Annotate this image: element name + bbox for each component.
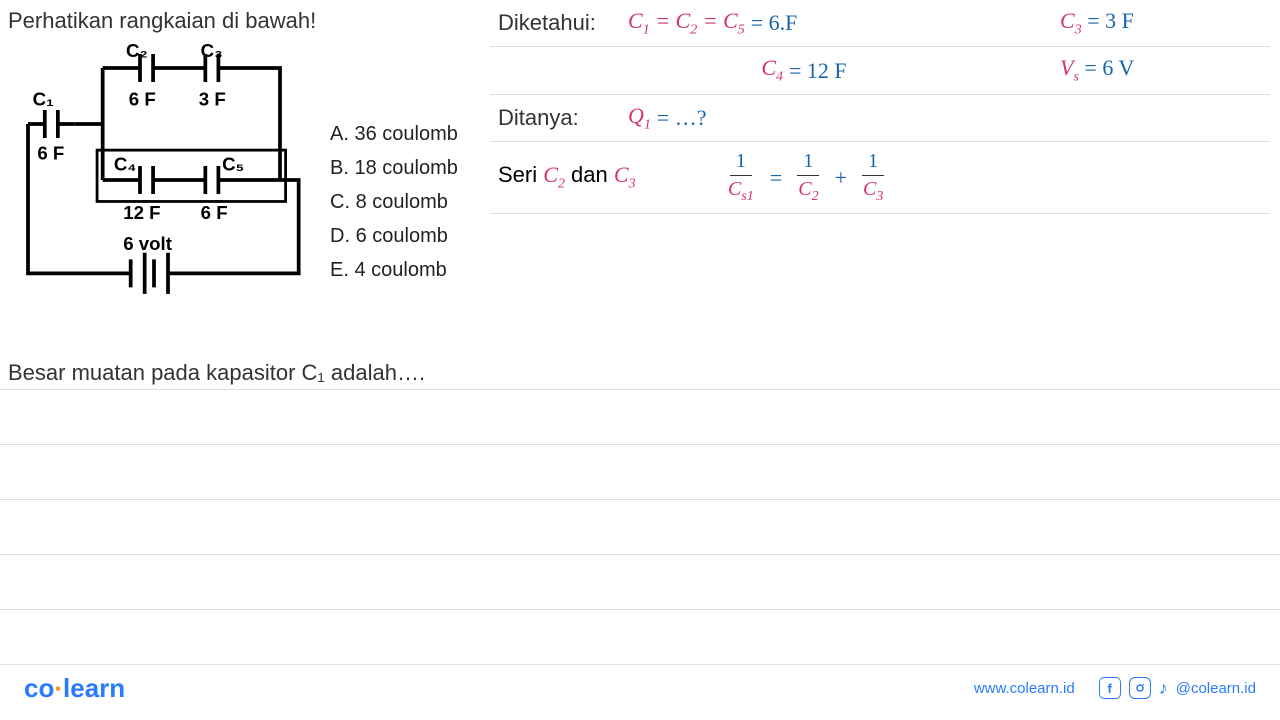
asked-rhs: = …? [657,105,707,131]
svg-text:12 F: 12 F [123,202,160,223]
svg-text:C₄: C₄ [114,154,136,175]
eq2-rhs: = 3 F [1087,8,1134,33]
step-equation: 1Cs1 = 1C2 + 1C3 [718,150,1060,205]
footer-social: f ♪ @colearn.id [1099,677,1256,699]
problem-title: Perhatikan rangkaian di bawah! [8,8,316,34]
eq4-rhs: = 6 V [1084,55,1134,80]
choice-e: E. 4 coulomb [330,254,458,286]
facebook-icon: f [1099,677,1121,699]
eq4-lhs: Vs [1060,55,1079,80]
choice-d: D. 6 coulomb [330,220,458,252]
footer-url: www.colearn.id [974,680,1075,697]
diketahui-label: Diketahui: [498,10,628,36]
row-given-2: C4 = 12 F Vs = 6 V [490,47,1270,94]
footer-handle: @colearn.id [1176,680,1256,697]
solution-panel: Diketahui: C1 = C2 = C5 = 6.F C3 = 3 F C… [490,0,1270,214]
footer: co·learn www.colearn.id f ♪ @colearn.id [0,668,1280,708]
step-label: Seri C2 dan C3 [498,162,718,192]
svg-text:6 volt: 6 volt [123,233,172,254]
answer-choices: A. 36 coulomb B. 18 coulomb C. 8 coulomb… [330,118,458,288]
choice-a: A. 36 coulomb [330,118,458,150]
svg-text:C₅: C₅ [222,154,244,175]
eq3-rhs: = 12 F [789,58,847,84]
eq1-lhs: C1 = C2 = C5 [628,8,745,38]
svg-text:C₃: C₃ [201,40,223,61]
logo: co·learn [24,673,125,704]
svg-text:C₁: C₁ [33,88,54,109]
row-asked: Ditanya: Q1 = …? [490,95,1270,142]
eq3-lhs: C4 [761,55,783,85]
choice-b: B. 18 coulomb [330,152,458,184]
empty-ruled-lines [0,310,1280,665]
svg-text:6 F: 6 F [37,142,64,163]
svg-text:3 F: 3 F [199,88,226,109]
svg-text:6 F: 6 F [129,88,156,109]
row-step: Seri C2 dan C3 1Cs1 = 1C2 + 1C3 [490,142,1270,214]
asked-lhs: Q1 [628,103,651,133]
tiktok-icon: ♪ [1159,678,1168,699]
svg-text:C₂: C₂ [126,40,148,61]
eq2-lhs: C3 [1060,8,1082,33]
ditanya-label: Ditanya: [498,105,628,131]
row-given-1: Diketahui: C1 = C2 = C5 = 6.F C3 = 3 F [490,0,1270,47]
svg-text:6 F: 6 F [201,202,228,223]
instagram-icon [1129,677,1151,699]
choice-c: C. 8 coulomb [330,186,458,218]
circuit-diagram: C₁ 6 F C₂ 6 F C₃ 3 F C₄ 12 F C₅ 6 F 6 vo… [8,40,328,320]
eq1-rhs: = 6.F [751,10,798,36]
